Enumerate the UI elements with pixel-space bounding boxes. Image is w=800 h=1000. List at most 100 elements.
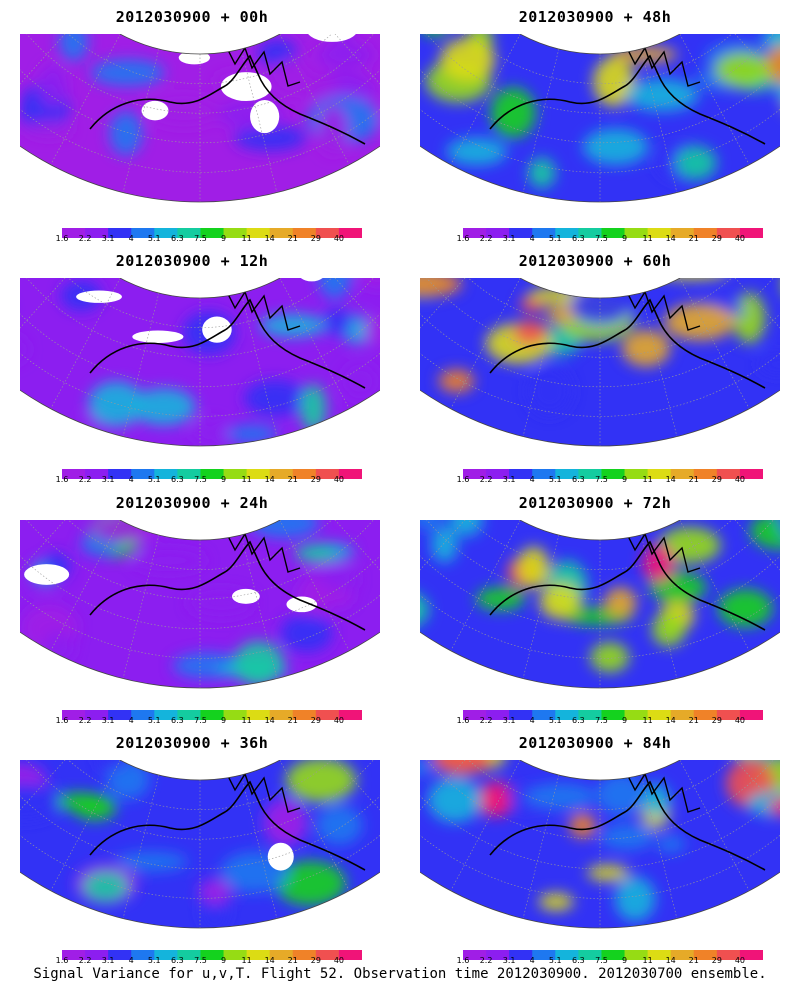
colorbar-swatch xyxy=(131,469,155,479)
variance-contour-blob xyxy=(90,59,165,87)
colorbar-tick-label: 3.1 xyxy=(101,956,115,965)
variance-contour-blob xyxy=(274,860,347,906)
colorbar-tick-label: 14 xyxy=(264,716,275,725)
colorbar-swatch xyxy=(108,710,132,720)
colorbar-tick-label: 40 xyxy=(333,716,345,725)
panel-title-00h: 2012030900 + 00h xyxy=(115,8,269,26)
variance-contour-blob xyxy=(440,38,496,82)
colorbar-swatch xyxy=(463,469,487,479)
map-svg xyxy=(335,0,800,203)
variance-contour-blob xyxy=(147,96,221,127)
variance-contour-blob xyxy=(88,381,145,427)
colorbar-tick-label: 29 xyxy=(310,234,321,243)
panel-title-24h: 2012030900 + 24h xyxy=(115,494,269,512)
variance-contour-blob xyxy=(604,587,637,619)
colorbar-tick-label: 5.1 xyxy=(147,956,161,965)
colorbar-tick-label: 40 xyxy=(734,475,746,484)
colorbar-tick-label: 7.5 xyxy=(595,234,608,243)
colorbar-84h: 1.6 2.2 3.1 4 5.1 6.3 7.5 9 11 14 21 29 40 xyxy=(457,945,764,965)
colorbar-tick-label: 7.5 xyxy=(194,475,207,484)
colorbar-swatch xyxy=(532,710,556,720)
colorbar-swatch xyxy=(647,710,672,720)
colorbar-swatch xyxy=(486,950,510,960)
colorbar-tick-label: 14 xyxy=(264,234,275,243)
colorbar-swatch xyxy=(269,950,294,960)
colorbar-tick-label: 11 xyxy=(241,956,252,965)
missing-data-patch xyxy=(76,290,122,303)
colorbar-swatch xyxy=(601,469,626,479)
variance-contour-blob xyxy=(198,878,233,905)
colorbar-swatch xyxy=(177,950,201,960)
colorbar-tick-label: 4 xyxy=(128,234,134,243)
colorbar-tick-label: 6.3 xyxy=(572,956,585,965)
colorbar-svg xyxy=(463,469,764,479)
variance-contour-blob xyxy=(583,128,649,165)
colorbar-swatch xyxy=(315,950,340,960)
colorbar-tick-label: 29 xyxy=(310,475,321,484)
variance-contour-blob xyxy=(26,121,74,138)
colorbar-swatch xyxy=(601,710,626,720)
map-outline xyxy=(0,704,465,929)
colorbar-swatch xyxy=(647,950,672,960)
colorbar-tick-label: 9 xyxy=(220,234,227,243)
coastline-islands xyxy=(624,43,701,87)
colorbar-tick-label: 21 xyxy=(287,234,298,243)
variance-contour-blob xyxy=(446,137,507,166)
map-svg xyxy=(0,464,465,689)
coastline-islands xyxy=(624,287,701,331)
colorbar-tick-label: 5.1 xyxy=(147,475,161,484)
colorbar-tick-label: 29 xyxy=(310,716,321,725)
colorbar-swatch xyxy=(315,710,340,720)
colorbar-swatch xyxy=(555,950,579,960)
coastline xyxy=(89,54,366,145)
colorbar-tick-label: 40 xyxy=(333,475,345,484)
colorbar-tick-label: 11 xyxy=(642,234,653,243)
colorbar-tick-label: 21 xyxy=(688,716,699,725)
colorbar-swatch xyxy=(509,710,533,720)
variance-contour-blob xyxy=(244,379,307,417)
colorbar-tick-label: 5.1 xyxy=(147,234,161,243)
colorbar-tick-label: 5.1 xyxy=(147,716,161,725)
colorbar-tick-label: 7.5 xyxy=(595,475,608,484)
colorbar-tick-label: 1.6 xyxy=(55,716,69,725)
colorbar-tick-label: 21 xyxy=(688,234,699,243)
colorbar-tick-label: 7.5 xyxy=(194,234,207,243)
colorbar-tick-label: 9 xyxy=(621,475,628,484)
coastline xyxy=(489,780,766,871)
variance-contour-blob xyxy=(193,419,229,447)
variance-contour-blob xyxy=(234,124,306,151)
variance-contour-blob xyxy=(131,388,196,426)
colorbar-tick-label: 3.1 xyxy=(502,234,516,243)
colorbar-tick-label: 29 xyxy=(711,234,722,243)
colorbar-swatch xyxy=(292,228,317,238)
variance-contour-blob xyxy=(115,851,188,872)
colorbar-12h: 1.6 2.2 3.1 4 5.1 6.3 7.5 9 11 14 21 29 40 xyxy=(56,464,363,484)
colorbar-tick-label: 4 xyxy=(529,234,535,243)
colorbar-swatch xyxy=(601,228,626,238)
colorbar-tick-label: 21 xyxy=(688,475,699,484)
colorbar-tick-label: 9 xyxy=(220,475,227,484)
panel-title-48h: 2012030900 + 48h xyxy=(518,8,672,26)
colorbar-tick-label: 9 xyxy=(220,956,227,965)
colorbar-swatch xyxy=(177,228,201,238)
colorbar-swatch xyxy=(108,950,132,960)
colorbar-tick-label: 21 xyxy=(287,716,298,725)
colorbar-swatch xyxy=(269,228,294,238)
colorbar-tick-label: 1.6 xyxy=(456,716,470,725)
colorbar-swatch xyxy=(269,710,294,720)
missing-data-patch xyxy=(267,842,294,871)
colorbar-svg xyxy=(463,950,764,960)
colorbar-swatch xyxy=(670,469,695,479)
colorbar-tick-label: 7.5 xyxy=(194,716,207,725)
colorbar-tick-label: 1.6 xyxy=(55,234,69,243)
colorbar-tick-label: 4 xyxy=(529,475,535,484)
colorbar-swatch xyxy=(532,228,556,238)
colorbar-tick-label: 14 xyxy=(665,716,676,725)
colorbar-36h: 1.6 2.2 3.1 4 5.1 6.3 7.5 9 11 14 21 29 40 xyxy=(56,945,363,965)
colorbar-tick-label: 11 xyxy=(241,716,252,725)
colorbar-swatch xyxy=(486,469,510,479)
colorbar-swatch xyxy=(624,469,649,479)
colorbar-tick-label: 6.3 xyxy=(171,956,184,965)
colorbar-swatch xyxy=(223,710,248,720)
colorbar-tick-label: 2.2 xyxy=(78,716,92,725)
